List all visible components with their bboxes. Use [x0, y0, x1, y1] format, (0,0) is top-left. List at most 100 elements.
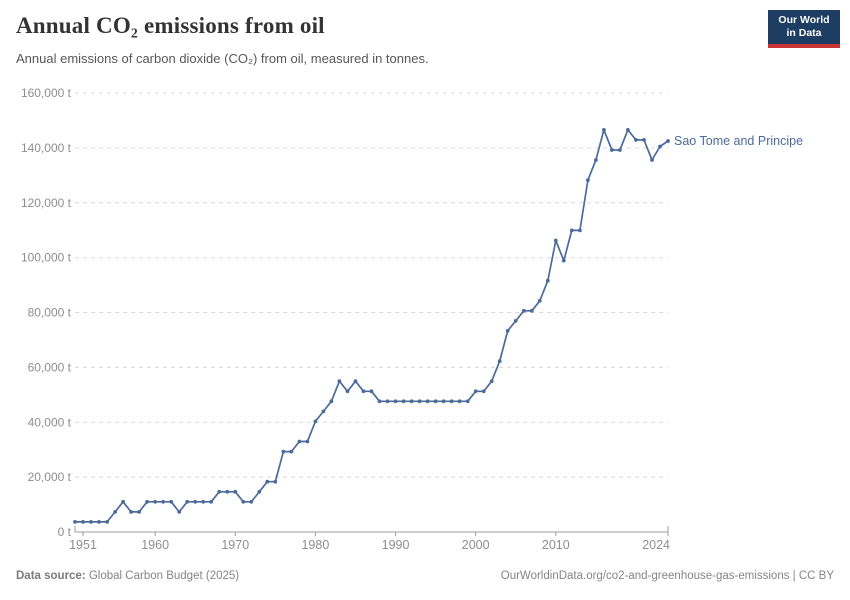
data-point[interactable]: [521, 308, 526, 313]
data-point[interactable]: [385, 399, 390, 404]
data-point[interactable]: [586, 178, 590, 183]
data-point[interactable]: [433, 399, 438, 404]
data-point[interactable]: [185, 499, 190, 504]
owid-logo[interactable]: Our World in Data: [768, 10, 840, 48]
data-point[interactable]: [505, 329, 510, 333]
data-point[interactable]: [249, 499, 254, 504]
data-point[interactable]: [465, 399, 470, 404]
data-point[interactable]: [377, 399, 382, 404]
data-point[interactable]: [337, 379, 342, 384]
x-tick-label: 1970: [221, 538, 249, 552]
x-tick-label: 1990: [382, 538, 410, 552]
y-tick-label: 0 t: [58, 525, 72, 539]
data-point[interactable]: [441, 399, 446, 404]
x-tick-label: 2000: [462, 538, 490, 552]
data-point[interactable]: [634, 138, 638, 142]
data-point[interactable]: [241, 499, 246, 504]
data-point[interactable]: [473, 389, 478, 394]
data-point[interactable]: [209, 499, 214, 504]
data-point[interactable]: [161, 499, 166, 504]
data-point[interactable]: [650, 158, 654, 162]
data-point[interactable]: [449, 399, 454, 404]
data-point[interactable]: [481, 389, 486, 394]
data-point[interactable]: [353, 379, 358, 384]
series-line[interactable]: [75, 129, 669, 523]
data-source-value: Global Carbon Budget (2025): [85, 570, 240, 582]
data-point[interactable]: [305, 439, 310, 444]
data-point[interactable]: [401, 399, 406, 404]
data-point[interactable]: [273, 479, 278, 484]
data-point[interactable]: [594, 158, 598, 162]
data-point[interactable]: [193, 499, 198, 504]
data-point[interactable]: [618, 148, 622, 152]
owid-logo-line2: in Data: [786, 27, 822, 39]
data-point[interactable]: [578, 228, 582, 233]
data-point[interactable]: [553, 238, 558, 243]
data-point[interactable]: [417, 399, 422, 404]
data-point[interactable]: [561, 258, 566, 263]
data-point[interactable]: [113, 510, 117, 514]
x-tick-label: 1951: [69, 538, 97, 552]
x-tick-label: 1960: [141, 538, 169, 552]
data-point[interactable]: [457, 399, 462, 404]
y-tick-label: 20,000 t: [28, 470, 72, 484]
data-point[interactable]: [497, 359, 502, 363]
data-point[interactable]: [73, 520, 77, 524]
data-point[interactable]: [225, 489, 230, 494]
data-point[interactable]: [145, 499, 150, 504]
data-source-label: Data source:: [16, 570, 86, 582]
data-point[interactable]: [602, 127, 606, 132]
data-point[interactable]: [393, 399, 398, 404]
data-point[interactable]: [297, 439, 302, 444]
data-point[interactable]: [666, 139, 670, 143]
data-point[interactable]: [329, 399, 334, 404]
x-tick-label: 2024: [642, 538, 670, 552]
data-point[interactable]: [642, 138, 646, 142]
data-point[interactable]: [153, 499, 158, 504]
data-point[interactable]: [97, 520, 101, 524]
data-point[interactable]: [201, 499, 206, 504]
data-point[interactable]: [537, 298, 542, 303]
y-tick-label: 120,000 t: [21, 196, 72, 210]
data-point[interactable]: [513, 319, 518, 323]
data-point[interactable]: [169, 499, 174, 504]
data-point[interactable]: [289, 449, 294, 454]
data-point[interactable]: [658, 144, 662, 149]
data-point[interactable]: [489, 379, 494, 384]
chart-title: Annual CO₂ emissions from oil: [16, 13, 325, 38]
data-point[interactable]: [265, 479, 270, 484]
data-point[interactable]: [626, 127, 630, 132]
y-tick-label: 40,000 t: [28, 415, 72, 429]
data-point[interactable]: [425, 399, 430, 404]
data-point[interactable]: [233, 489, 238, 494]
data-point[interactable]: [81, 520, 85, 524]
data-point[interactable]: [529, 308, 534, 313]
data-point[interactable]: [313, 419, 318, 424]
data-point[interactable]: [409, 399, 414, 404]
data-point[interactable]: [217, 489, 222, 494]
y-tick-label: 140,000 t: [21, 141, 72, 155]
data-point[interactable]: [89, 520, 93, 524]
data-point[interactable]: [610, 148, 614, 152]
data-point[interactable]: [121, 499, 125, 504]
data-point[interactable]: [545, 278, 550, 283]
data-point[interactable]: [105, 520, 109, 524]
data-point[interactable]: [361, 389, 366, 394]
data-point[interactable]: [321, 409, 326, 414]
data-point[interactable]: [369, 389, 374, 394]
data-point[interactable]: [129, 510, 134, 514]
data-point[interactable]: [177, 510, 182, 514]
data-point[interactable]: [257, 489, 262, 494]
data-point[interactable]: [137, 510, 142, 514]
y-tick-label: 160,000 t: [21, 86, 72, 100]
y-tick-label: 60,000 t: [28, 360, 72, 374]
data-point[interactable]: [569, 228, 574, 233]
x-tick-label: 1980: [301, 538, 329, 552]
data-point[interactable]: [345, 389, 350, 394]
entity-label[interactable]: Sao Tome and Principe: [674, 134, 803, 148]
y-tick-label: 80,000 t: [28, 306, 72, 320]
citation-link[interactable]: OurWorldinData.org/co2-and-greenhouse-ga…: [500, 570, 834, 582]
data-point[interactable]: [281, 449, 286, 454]
